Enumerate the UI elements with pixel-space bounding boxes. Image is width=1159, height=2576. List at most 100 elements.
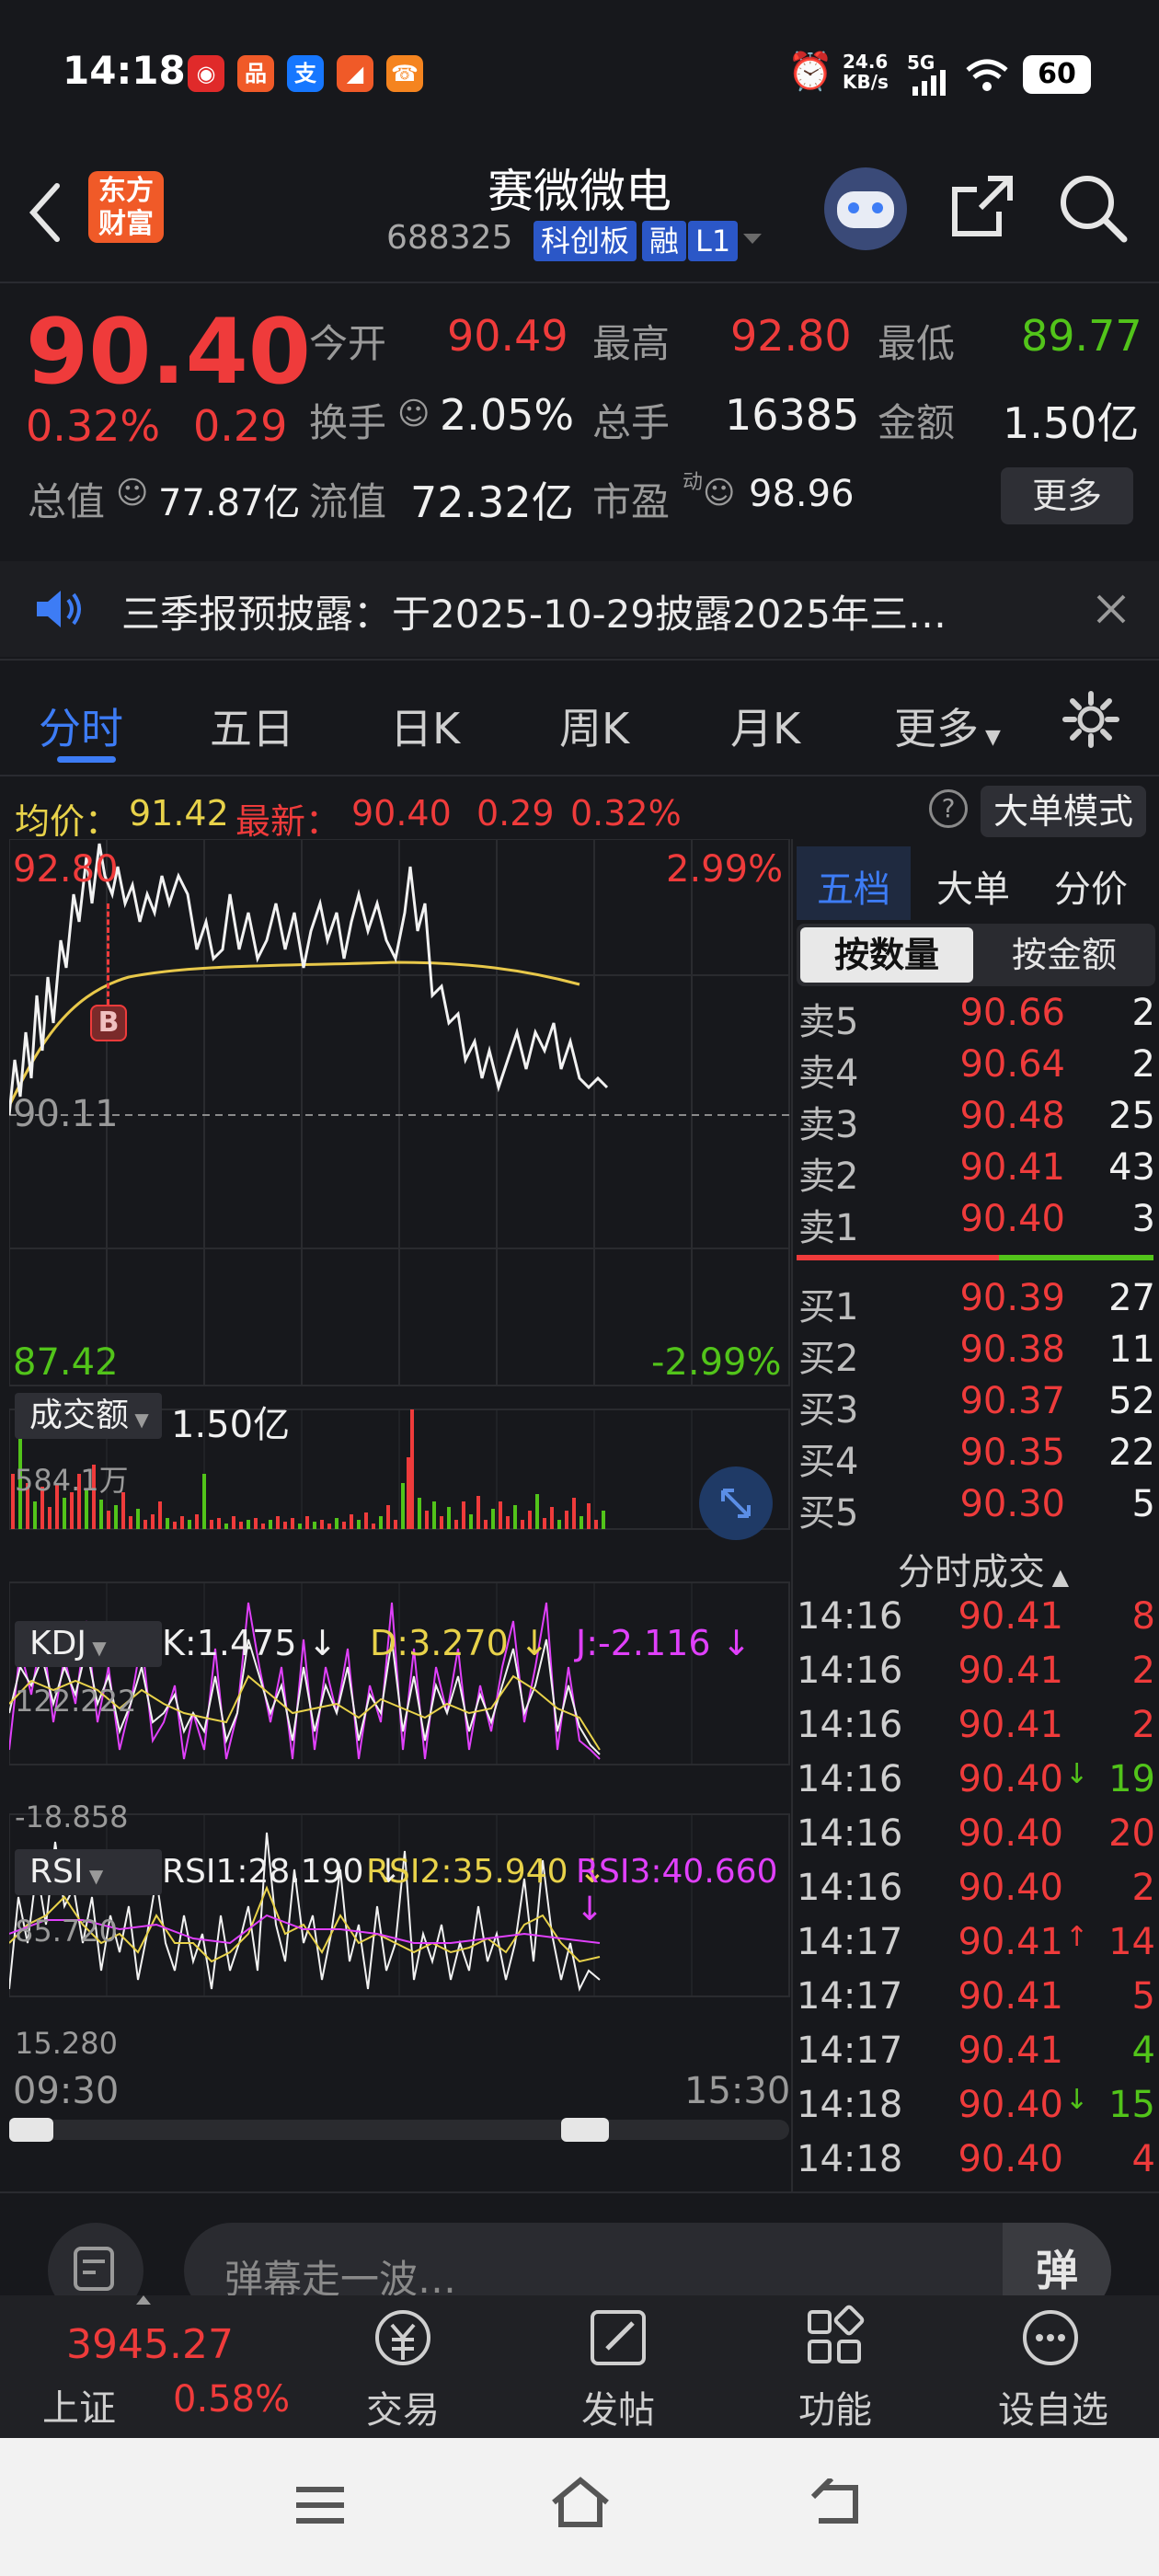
tab-five-day[interactable]: 五日 xyxy=(210,704,294,753)
volume-selector-label: 成交额 xyxy=(29,1397,130,1434)
share-icon[interactable] xyxy=(947,171,1017,241)
market-cap-label: 总值 xyxy=(28,479,106,524)
caret-down-icon: ▼ xyxy=(979,726,1001,749)
level-label: 买1 xyxy=(798,1286,859,1328)
tab-monthly-k[interactable]: 月K xyxy=(730,704,801,753)
robot-assistant-icon[interactable] xyxy=(824,167,907,250)
tab-big-orders[interactable]: 大单 xyxy=(936,868,1010,911)
latest-label: 最新： xyxy=(235,801,341,842)
tick-time: 14:16 xyxy=(797,1758,903,1800)
market-cap-value: 77.87亿 xyxy=(158,482,301,524)
add-watchlist-icon[interactable] xyxy=(1017,2305,1084,2369)
time-axis-start: 09:30 xyxy=(13,2070,120,2112)
index-toggle-icon[interactable] xyxy=(136,2295,151,2305)
level-price: 90.30 xyxy=(959,1483,1065,1525)
intraday-chart-area[interactable]: 92.80 2.99% 90.11 87.42 -2.99% B 成交额 ▼ 1… xyxy=(7,838,791,2155)
info-icon[interactable]: ☺ xyxy=(397,396,430,432)
trade-label[interactable]: 交易 xyxy=(366,2389,440,2432)
ask-level-row[interactable]: 卖3 90.48 25 xyxy=(798,1095,1155,1146)
caret-down-icon: ▼ xyxy=(83,1865,104,1887)
volume-selector[interactable]: 成交额 ▼ xyxy=(15,1393,162,1439)
tick-time: 14:16 xyxy=(797,1650,903,1692)
trade-icon[interactable] xyxy=(370,2305,436,2369)
by-quantity-button[interactable]: 按数量 xyxy=(800,927,973,983)
buy-marker[interactable]: B xyxy=(90,1005,127,1041)
tab-more[interactable]: 更多 ▼ xyxy=(894,696,1001,756)
alipay-icon: 支 xyxy=(287,55,324,92)
bid-level-row[interactable]: 买1 90.39 27 xyxy=(798,1277,1155,1328)
trade-tick-row: 14:17 90.41 4 xyxy=(797,2030,1155,2084)
function-label[interactable]: 功能 xyxy=(798,2389,872,2432)
low-value: 89.77 xyxy=(1021,311,1142,361)
back-icon[interactable] xyxy=(26,180,63,245)
bid-level-row[interactable]: 买5 90.30 5 xyxy=(798,1483,1155,1535)
trade-tick-row: 14:18 90.40 ↓ 15 xyxy=(797,2084,1155,2138)
change-percent: 0.32% xyxy=(26,401,161,451)
level-label: 卖4 xyxy=(798,1052,859,1095)
ask-level-row[interactable]: 卖4 90.64 2 xyxy=(798,1043,1155,1095)
search-icon[interactable] xyxy=(1056,171,1130,245)
notice-bar[interactable]: 三季报预披露：于2025-10-29披露2025年三… xyxy=(0,561,1159,657)
post-label[interactable]: 发帖 xyxy=(581,2389,655,2432)
trade-tick-row: 14:16 90.40 2 xyxy=(797,1867,1155,1921)
post-icon[interactable] xyxy=(585,2305,651,2369)
pe-dynamic-mark: 动 xyxy=(683,471,704,494)
tick-price: 90.41 xyxy=(958,1650,1063,1692)
volume-bars xyxy=(11,1409,605,1529)
level-label: 买4 xyxy=(798,1441,859,1483)
rsi-selector[interactable]: RSI ▼ xyxy=(15,1849,162,1895)
tab-weekly-k[interactable]: 周K xyxy=(559,704,630,753)
tab-daily-k[interactable]: 日K xyxy=(390,704,461,753)
bid-level-row[interactable]: 买3 90.37 52 xyxy=(798,1380,1155,1432)
current-price: 90.40 xyxy=(26,300,311,405)
rsi2-text: RSI2:35.940 xyxy=(366,1853,568,1891)
help-icon[interactable]: ? xyxy=(929,789,968,828)
back-nav-icon[interactable] xyxy=(809,2478,868,2530)
function-grid-icon[interactable] xyxy=(802,2305,868,2369)
trades-title[interactable]: 分时成交 ▲ xyxy=(898,1542,1069,1595)
big-order-mode-button[interactable]: 大单模式 xyxy=(981,786,1146,837)
ask-level-row[interactable]: 卖5 90.66 2 xyxy=(798,992,1155,1043)
settings-gear-icon[interactable] xyxy=(1061,690,1120,749)
axis-top-pct: 2.99% xyxy=(666,848,784,891)
tick-price: 90.41 xyxy=(958,1975,1063,2018)
level-label: 卖3 xyxy=(798,1104,859,1146)
bid-level-row[interactable]: 买4 90.35 22 xyxy=(798,1432,1155,1483)
eastmoney-logo[interactable]: 东方 财富 xyxy=(88,171,164,243)
rsi-axis-min: 15.280 xyxy=(15,2026,118,2061)
tab-price-distribution[interactable]: 分价 xyxy=(1054,868,1128,911)
trade-tick-row: 14:16 90.40 20 xyxy=(797,1812,1155,1867)
level-price: 90.41 xyxy=(959,1146,1065,1189)
net-speed-value: 24.6 xyxy=(843,51,889,73)
index-value[interactable]: 3945.27 xyxy=(66,2321,234,2368)
trade-tick-row: 14:17 90.41 ↑ 14 xyxy=(797,1921,1155,1975)
menu-icon[interactable] xyxy=(293,2482,348,2528)
expand-icon[interactable] xyxy=(699,1466,773,1540)
chevron-down-icon[interactable] xyxy=(741,232,763,247)
tick-quantity: 2 xyxy=(1131,1650,1155,1692)
ask-level-row[interactable]: 卖1 90.40 3 xyxy=(798,1198,1155,1249)
tick-time: 14:17 xyxy=(797,1975,903,2018)
tab-intraday[interactable]: 分时 xyxy=(39,704,123,753)
info-icon[interactable]: ☺ xyxy=(703,475,736,512)
close-icon[interactable] xyxy=(1095,592,1128,626)
trades-title-text: 分时成交 xyxy=(898,1551,1045,1593)
avg-price-label: 均价： xyxy=(15,801,120,842)
bid-level-row[interactable]: 买2 90.38 11 xyxy=(798,1328,1155,1380)
wifi-icon xyxy=(966,59,1008,91)
net-speed-unit: KB/s xyxy=(843,71,889,93)
trade-tick-row: 14:16 90.40 ↓ 19 xyxy=(797,1758,1155,1812)
tab-order-book[interactable] xyxy=(797,846,911,920)
home-icon[interactable] xyxy=(548,2475,613,2530)
ask-level-row[interactable]: 卖2 90.41 43 xyxy=(798,1146,1155,1198)
caret-down-icon: ▼ xyxy=(86,1637,107,1659)
kdj-selector[interactable]: KDJ ▼ xyxy=(15,1621,162,1667)
by-amount-button[interactable]: 按金额 xyxy=(1011,935,1117,975)
rsi3-text: RSI3:40.660 xyxy=(576,1853,778,1891)
trade-tick-row: 14:16 90.41 8 xyxy=(797,1595,1155,1650)
info-icon[interactable]: ☺ xyxy=(116,475,149,512)
tick-time: 14:17 xyxy=(797,2030,903,2072)
add-watchlist-label[interactable]: 设自选 xyxy=(998,2389,1108,2432)
level-label: 卖2 xyxy=(798,1156,859,1198)
more-button[interactable]: 更多 xyxy=(1001,467,1133,524)
